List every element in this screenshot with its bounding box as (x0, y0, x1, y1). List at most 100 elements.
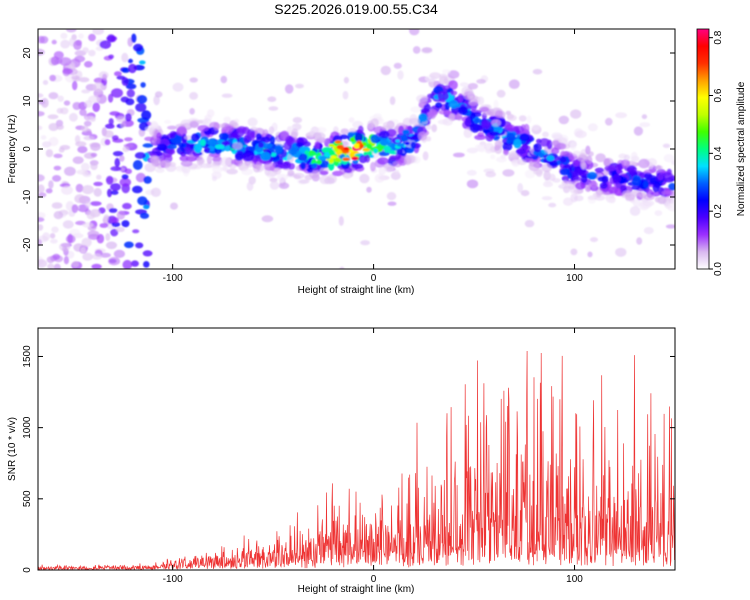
heatmap-cell (38, 48, 45, 56)
heatmap-cell (142, 250, 153, 257)
heatmap-cell (226, 168, 238, 175)
heatmap-cell (519, 133, 530, 142)
heatmap-cell (340, 128, 349, 135)
heatmap-cell (67, 233, 73, 244)
heatmap-cell (416, 94, 428, 103)
heatmap-cell (144, 136, 155, 142)
heatmap-cell (172, 82, 184, 92)
heatmap-cell (53, 153, 63, 159)
heatmap-cell (110, 190, 119, 195)
heatmap-cell (200, 139, 206, 147)
heatmap-cell (643, 194, 655, 201)
heatmap-cell (241, 168, 253, 176)
heatmap-cell (629, 206, 641, 216)
heatmap-cell (448, 80, 458, 90)
heatmap-cell (105, 233, 111, 241)
snr-x-label: Height of straight line (km) (298, 584, 415, 595)
heatmap-cell (139, 60, 146, 65)
heatmap-cell (91, 253, 103, 260)
heatmap-cell (370, 134, 380, 144)
heatmap-cell (470, 112, 476, 120)
colorbar-tick-label: 0.8 (713, 30, 724, 44)
heatmap-cell (48, 123, 59, 131)
heatmap-cell (596, 189, 602, 198)
heatmap-cell (380, 65, 391, 76)
heatmap-cell (546, 155, 555, 162)
heatmap-cell (408, 136, 419, 141)
heatmap-cell (135, 242, 144, 249)
heatmap-cell (58, 147, 65, 153)
heatmap-cell (81, 237, 92, 248)
heatmap-cell (437, 91, 449, 101)
heatmap-cell (572, 150, 581, 156)
heatmap-cell (575, 130, 587, 139)
heatmap-cell (120, 122, 126, 128)
heatmap-cell (155, 167, 165, 173)
heatmap-cell (561, 175, 570, 182)
heatmap-cell (665, 224, 675, 229)
heatmap-cell (132, 160, 143, 170)
heatmap-cell (410, 141, 416, 149)
heatmap-cell (62, 68, 73, 75)
heatmap-cell (223, 116, 231, 123)
heatmap-cell (327, 162, 335, 171)
heatmap-cell (157, 143, 168, 151)
heatmap-cell (212, 165, 223, 174)
heatmap-cell (590, 237, 598, 243)
heatmap-cell (489, 131, 500, 136)
heatmap-cell (60, 39, 70, 49)
heatmap-cell (141, 110, 152, 121)
x-tick-label: -100 (163, 273, 183, 284)
heatmap-cell (643, 180, 649, 189)
heatmap-cell (288, 162, 295, 170)
heatmap-cell (107, 34, 116, 43)
heatmap-cell (340, 134, 348, 140)
heatmap-cell (476, 79, 486, 84)
heatmap-cell (561, 151, 573, 157)
heatmap-cell (92, 102, 100, 113)
heatmap-cell (263, 162, 276, 171)
heatmap-cell (142, 143, 154, 148)
heatmap-cell (558, 115, 569, 125)
heatmap-cell (268, 106, 279, 111)
heatmap-cell (397, 70, 404, 80)
heatmap-cell (573, 189, 582, 195)
heatmap-cell (575, 182, 586, 190)
heatmap-cell (339, 266, 345, 269)
heatmap-cell (359, 173, 370, 184)
heatmap-cell (71, 204, 79, 214)
heatmap-cell (82, 222, 94, 228)
spectrogram-y-label: Frequency (Hz) (7, 115, 18, 184)
heatmap-cell (617, 162, 623, 171)
heatmap-cell (38, 239, 43, 246)
heatmap-cell (235, 153, 244, 161)
heatmap-cell (474, 134, 486, 140)
heatmap-cell (42, 232, 50, 242)
heatmap-cell (83, 136, 95, 141)
heatmap-cell (99, 223, 109, 228)
heatmap-cell (382, 121, 395, 128)
heatmap-cell (464, 117, 471, 127)
heatmap-cell (232, 142, 243, 150)
heatmap-cell (50, 239, 58, 244)
heatmap-cell (502, 141, 513, 151)
heatmap-cell (587, 123, 598, 132)
heatmap-cell (533, 143, 542, 153)
heatmap-cell (438, 109, 450, 115)
heatmap-cell (124, 137, 133, 142)
heatmap-cell (52, 175, 62, 182)
heatmap-cell (267, 96, 277, 102)
heatmap-cell (48, 92, 59, 100)
heatmap-cell (349, 128, 357, 133)
heatmap-cell (139, 212, 150, 219)
heatmap-cell (200, 163, 213, 169)
heatmap-cell (412, 46, 421, 54)
heatmap-cell (647, 158, 657, 167)
heatmap-cell (480, 106, 489, 113)
heatmap-cell (631, 190, 640, 197)
colorbar-tick-label: 0.2 (713, 204, 724, 218)
heatmap-cell (586, 172, 598, 180)
heatmap-cell (496, 156, 507, 163)
heatmap-cell (408, 117, 420, 125)
heatmap-cell (69, 112, 78, 122)
